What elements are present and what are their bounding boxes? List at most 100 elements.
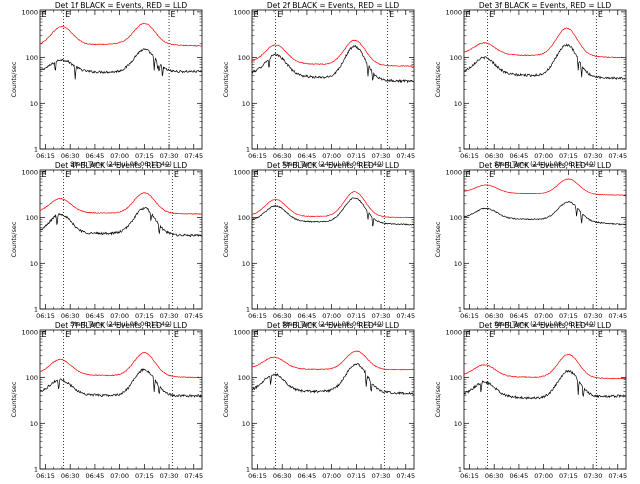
marker-flag: E: [254, 330, 259, 339]
x-axis-label: Start Time (24-Jul-08 06:11:40): [494, 160, 596, 168]
marker-flag: E: [598, 330, 603, 339]
y-tick-label: 100: [238, 214, 250, 222]
x-tick-label: 07:30: [160, 152, 179, 160]
events-trace: [251, 197, 414, 227]
panel-det-8: Det 8f BLACK = Events, RED = LLD 1 10 100 10…: [222, 321, 415, 484]
panel-title: Det 9f BLACK = Events, RED = LLD: [479, 321, 612, 330]
marker-flag: E: [277, 170, 282, 179]
x-axis-label: Start Time (24-Jul-08 06:11:40): [70, 320, 172, 328]
x-tick-label: 06:30: [273, 472, 292, 480]
y-axis-label: Counts/sec: [222, 381, 230, 417]
y-tick-label: 10: [30, 100, 38, 108]
panel-det-1: Det 1f BLACK = Events, RED = LLD 1 10 100 10…: [10, 1, 203, 168]
x-tick-label: 07:30: [160, 312, 179, 320]
x-tick-label: 06:30: [273, 152, 292, 160]
y-tick-label: 1000: [445, 328, 462, 336]
x-tick-label: 07:30: [372, 152, 391, 160]
marker-flag: E: [466, 330, 471, 339]
x-axis-label: Start Time (24-Jul-08 06:11:40): [70, 160, 172, 168]
y-tick-label: 1: [34, 306, 38, 314]
marker-flag: E: [65, 10, 70, 19]
y-tick-label: 1000: [233, 8, 250, 16]
panel-det-9: Det 9f BLACK = Events, RED = LLD 1 10 100 10…: [434, 321, 627, 484]
x-tick-label: 07:15: [135, 152, 154, 160]
x-tick-label: 06:45: [86, 472, 105, 480]
x-tick-label: 07:15: [135, 312, 154, 320]
panel-title: Det 5f BLACK = Events, RED = LLD: [267, 161, 400, 170]
x-tick-label: 07:00: [534, 472, 553, 480]
x-tick-label: 06:30: [485, 472, 504, 480]
x-tick-label: 06:15: [460, 312, 479, 320]
x-tick-label: 07:45: [184, 152, 203, 160]
events-trace: [251, 44, 414, 84]
y-tick-label: 100: [238, 374, 250, 382]
events-trace: [39, 368, 202, 399]
panel-title: Det 3f BLACK = Events, RED = LLD: [479, 1, 612, 10]
y-tick-label: 1: [458, 146, 462, 154]
x-tick-label: 07:00: [110, 472, 129, 480]
panel-det-3: Det 3f BLACK = Events, RED = LLD 1 10 100 10…: [434, 1, 627, 168]
panel-det-7: Det 7f BLACK = Events, RED = LLD 1 10 100 10…: [10, 321, 203, 484]
marker-flag: E: [254, 10, 259, 19]
y-tick-label: 1000: [445, 8, 462, 16]
marker-flag: E: [174, 170, 179, 179]
x-axis-label: Start Time (24-Jul-08 06:11:40): [282, 320, 384, 328]
x-tick-label: 07:30: [584, 152, 603, 160]
x-tick-label: 06:45: [86, 312, 105, 320]
plot-frame: [251, 329, 415, 470]
x-tick-label: 06:15: [248, 472, 267, 480]
y-tick-label: 10: [30, 260, 38, 268]
x-tick-label: 06:15: [248, 312, 267, 320]
x-axis-label: Start Time (24-Jul-08 06:11:40): [494, 320, 596, 328]
panel-det-2: Det 2f BLACK = Events, RED = LLD 1 10 100 10…: [222, 1, 415, 168]
y-tick-label: 100: [450, 54, 462, 62]
panel-title: Det 4f BLACK = Events, RED = LLD: [55, 161, 188, 170]
x-tick-label: 07:30: [584, 312, 603, 320]
panel-det-6: Det 6f BLACK = Events, RED = LLD 1 10 100 10…: [434, 161, 627, 328]
marker-flag: E: [489, 10, 494, 19]
y-tick-label: 1: [34, 466, 38, 474]
x-tick-label: 06:30: [485, 152, 504, 160]
y-tick-label: 100: [450, 214, 462, 222]
x-tick-label: 07:00: [322, 152, 341, 160]
y-tick-label: 1000: [445, 168, 462, 176]
panel-title: Det 1f BLACK = Events, RED = LLD: [55, 1, 188, 10]
x-axis-label: Start Time (24-Jul-08 06:11:40): [282, 160, 384, 168]
lld-trace: [39, 352, 202, 379]
x-tick-label: 06:15: [36, 152, 55, 160]
marker-flag: E: [466, 10, 471, 19]
y-tick-label: 1: [34, 146, 38, 154]
x-tick-label: 07:45: [608, 152, 627, 160]
x-tick-label: 07:15: [347, 472, 366, 480]
events-trace: [39, 206, 202, 238]
y-axis-label: Counts/sec: [10, 61, 18, 97]
y-tick-label: 10: [454, 100, 462, 108]
y-tick-label: 1: [458, 306, 462, 314]
y-axis-label: Counts/sec: [434, 381, 442, 417]
x-tick-label: 06:45: [510, 152, 529, 160]
marker-flag: E: [489, 330, 494, 339]
x-tick-label: 07:45: [184, 472, 203, 480]
x-tick-label: 06:15: [460, 152, 479, 160]
plot-frame: [251, 9, 415, 150]
plot-frame: [463, 329, 627, 470]
x-tick-label: 07:30: [372, 472, 391, 480]
y-tick-label: 1: [246, 306, 250, 314]
x-tick-label: 07:30: [372, 312, 391, 320]
x-tick-label: 07:15: [135, 472, 154, 480]
panel-title: Det 2f BLACK = Events, RED = LLD: [267, 1, 400, 10]
marker-flag: E: [598, 170, 603, 179]
marker-flag: E: [65, 170, 70, 179]
y-tick-label: 1000: [233, 328, 250, 336]
marker-flag: E: [386, 170, 391, 179]
plot-frame: [39, 169, 203, 310]
x-tick-label: 07:00: [322, 472, 341, 480]
x-tick-label: 07:45: [608, 472, 627, 480]
lld-trace: [39, 192, 202, 215]
y-tick-label: 10: [242, 100, 250, 108]
x-tick-label: 07:45: [396, 152, 415, 160]
plot-frame: [463, 9, 627, 150]
y-axis-label: Counts/sec: [10, 381, 18, 417]
